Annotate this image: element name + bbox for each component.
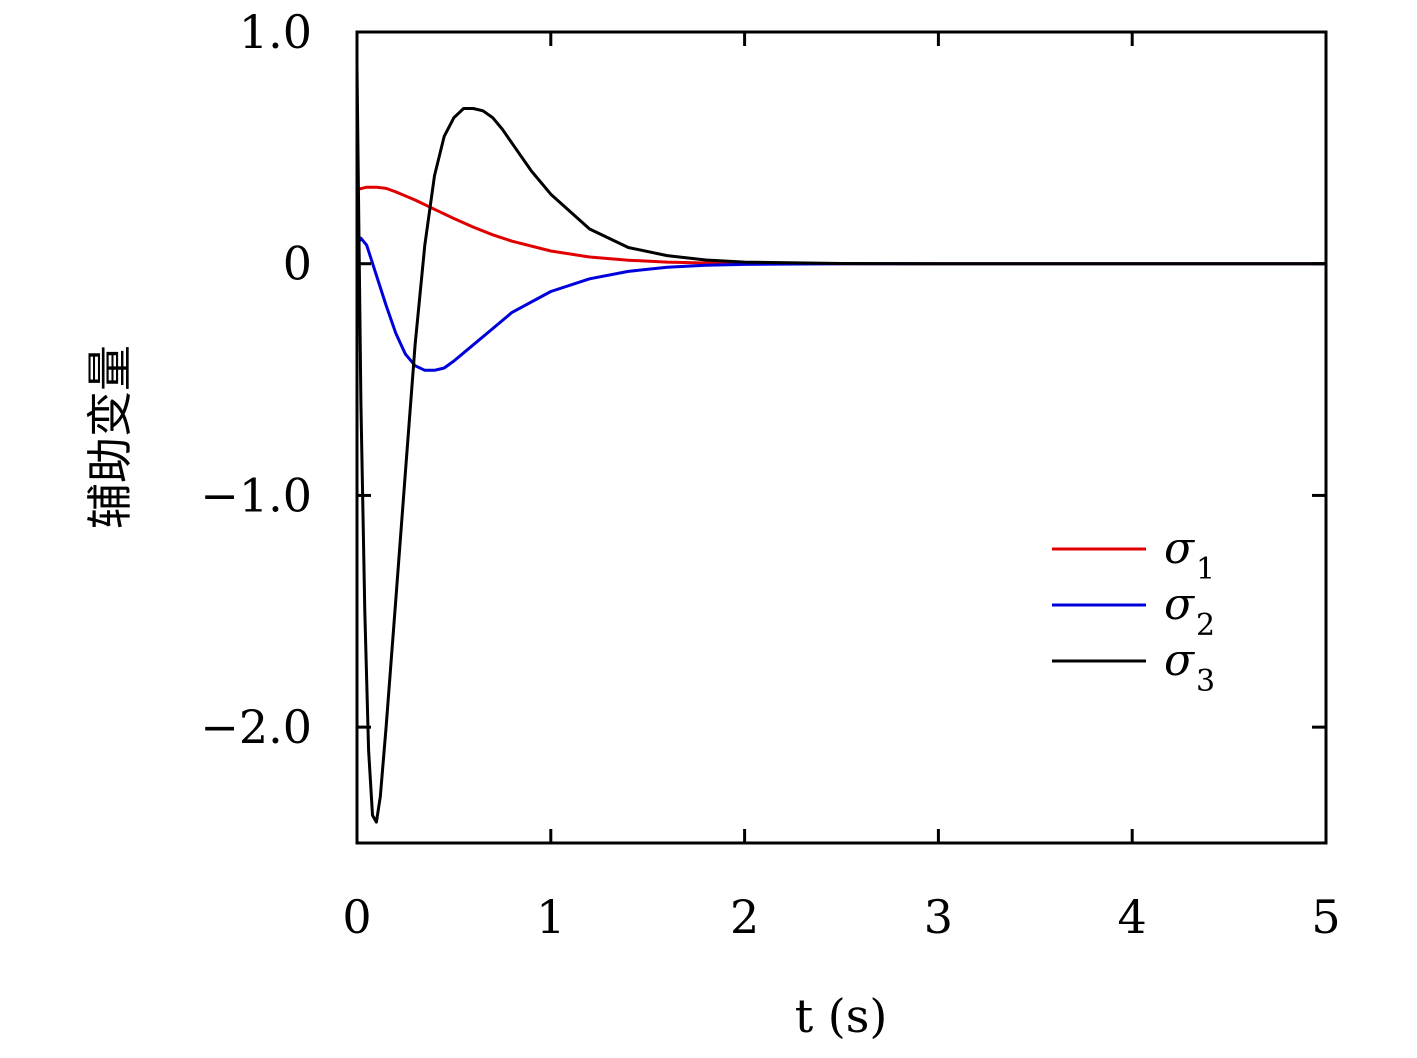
y-tick-label: 0 <box>283 237 312 291</box>
x-tick-label: 2 <box>730 890 759 944</box>
legend-label-3: σ3 <box>1164 635 1215 699</box>
series-line-1 <box>356 185 1326 266</box>
x-tick-label: 5 <box>1311 890 1340 944</box>
x-tick-label: 4 <box>1118 890 1147 944</box>
x-tick-label: 0 <box>342 890 371 944</box>
ticks-layer: 0 1 2 3 4 5 1.0 0 −1.0 −2.0 <box>200 5 1340 944</box>
y-axis-title: 辅助变量 <box>83 345 137 529</box>
x-tick-label: 1 <box>536 890 565 944</box>
legend-label-1: σ1 <box>1164 523 1215 587</box>
y-tick-label: −2.0 <box>200 700 312 754</box>
y-tick-label: 1.0 <box>239 5 312 59</box>
legend-label-2: σ2 <box>1164 579 1215 643</box>
series-line-2 <box>355 236 1326 372</box>
x-axis-title: t (s) <box>795 989 888 1043</box>
series-layer <box>355 66 1326 824</box>
series-line-3 <box>355 66 1326 824</box>
x-tick-label: 3 <box>924 890 953 944</box>
y-tick-label: −1.0 <box>200 468 312 522</box>
plot-frame <box>355 30 1328 845</box>
